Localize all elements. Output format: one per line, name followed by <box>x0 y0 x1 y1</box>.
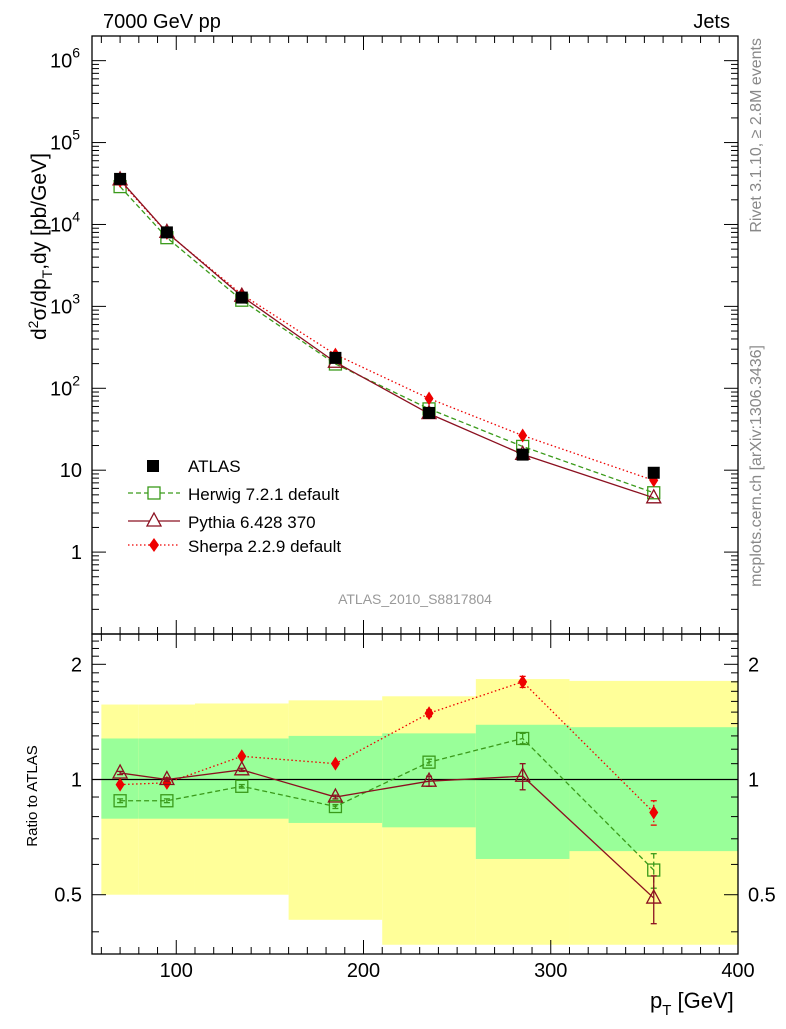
ratio-y-tick-label-left-2: 2 <box>71 654 82 676</box>
observable-title: Jets <box>693 11 730 33</box>
main-line-sherpa <box>119 180 654 482</box>
main-y-axis-label: d2σ/dpT,dy [pb/GeV] <box>25 153 55 340</box>
ratio-y-tick-label-right-2: 2 <box>748 654 759 676</box>
band-inner-bin-6 <box>569 727 738 852</box>
ratio-point-sherpa-0 <box>115 777 125 792</box>
legend-marker-pythia <box>145 511 163 527</box>
main-point-atlas-5 <box>516 448 529 461</box>
x-axis-label: pT [GeV] <box>650 988 734 1019</box>
ratio-point-sherpa-3 <box>330 756 340 771</box>
legend-entry-atlas: ATLAS <box>147 457 241 476</box>
legend-label-herwig: Herwig 7.2.1 default <box>188 485 339 504</box>
ratio-point-herwig-4 <box>422 755 436 769</box>
ratio-point-herwig-2 <box>235 779 249 793</box>
main-series-layer <box>111 170 662 504</box>
main-point-atlas-4 <box>423 406 436 419</box>
ratio-series-layer <box>111 674 662 925</box>
main-point-sherpa-4 <box>424 391 434 406</box>
ratio-point-herwig-5 <box>516 731 530 746</box>
ratio-point-pythia-1 <box>158 770 175 786</box>
main-y-tick-label-6: 106 <box>50 45 80 73</box>
x-tick-label-2: 300 <box>534 960 567 982</box>
mcplots-label: mcplots.cern.ch [arXiv:1306.3436] <box>748 345 765 587</box>
ratio-y-tick-label-right-0: 0.5 <box>748 885 776 907</box>
ratio-point-sherpa-4 <box>424 706 434 721</box>
ratio-plot-frame <box>91 633 739 955</box>
band-inner-bin-5 <box>475 724 570 859</box>
ratio-y-tick-label-left-1: 1 <box>71 770 82 792</box>
legend-marker-atlas <box>147 460 159 472</box>
rivet-label: Rivet 3.1.10, ≥ 2.8M events <box>748 38 765 233</box>
axis-tick-labels: 1 10 102 103 104 105 106 0.5 0.5 1 1 2 2 100 200 300 400 <box>50 45 776 982</box>
legend-entry-sherpa: Sherpa 2.2.9 default <box>128 537 341 556</box>
legend-label-pythia: Pythia 6.428 370 <box>188 513 316 532</box>
ratio-point-pythia-0 <box>111 763 129 779</box>
legend: ATLAS Herwig 7.2.1 default Pythia 6.428 … <box>128 457 341 556</box>
main-line-herwig <box>119 186 654 494</box>
ratio-uncertainty-bands <box>101 679 738 945</box>
ratio-y-tick-label-right-1: 1 <box>748 770 759 792</box>
main-y-tick-label-0: 1 <box>71 542 82 564</box>
axis-ticks <box>92 35 739 954</box>
ratio-y-tick-label-left-0: 0.5 <box>54 885 82 907</box>
ratio-y-axis-label: Ratio to ATLAS <box>24 745 41 846</box>
ratio-point-sherpa-2 <box>237 749 247 764</box>
legend-marker-sherpa <box>149 538 159 552</box>
main-y-tick-label-4: 104 <box>50 208 80 236</box>
legend-marker-herwig <box>147 486 161 500</box>
legend-label-atlas: ATLAS <box>188 457 241 476</box>
ratio-point-pythia-2 <box>233 760 250 776</box>
ratio-point-sherpa-5 <box>518 674 528 689</box>
main-point-sherpa-5 <box>518 428 528 443</box>
analysis-tag: ATLAS_2010_S8817804 <box>338 591 492 607</box>
ratio-point-pythia-5 <box>514 766 531 782</box>
ratio-point-herwig-0 <box>113 794 127 808</box>
legend-entry-herwig: Herwig 7.2.1 default <box>128 485 339 504</box>
legend-label-sherpa: Sherpa 2.2.9 default <box>188 537 341 556</box>
main-y-tick-label-1: 10 <box>60 460 82 482</box>
main-point-atlas-6 <box>647 466 660 479</box>
legend-entry-pythia: Pythia 6.428 370 <box>128 511 316 532</box>
main-point-atlas-1 <box>160 226 173 239</box>
main-line-pythia <box>119 179 654 499</box>
ratio-point-pythia-6 <box>645 888 662 904</box>
ratio-point-pythia-3 <box>327 787 344 803</box>
main-y-tick-label-3: 103 <box>50 290 80 318</box>
ratio-point-herwig-3 <box>328 799 343 814</box>
x-tick-label-1: 200 <box>347 960 380 982</box>
main-y-tick-label-2: 102 <box>50 372 80 400</box>
main-point-atlas-2 <box>235 291 248 304</box>
x-tick-label-0: 100 <box>160 960 193 982</box>
main-y-tick-label-5: 105 <box>50 127 80 155</box>
ratio-point-sherpa-6 <box>649 805 659 820</box>
ratio-point-herwig-1 <box>160 794 174 808</box>
ratio-point-pythia-4 <box>420 771 438 787</box>
main-point-pythia-6 <box>645 488 662 504</box>
main-point-atlas-0 <box>114 172 127 185</box>
main-point-atlas-3 <box>329 351 342 364</box>
collision-title: 7000 GeV pp <box>103 11 221 33</box>
x-tick-label-3: 400 <box>721 960 754 982</box>
